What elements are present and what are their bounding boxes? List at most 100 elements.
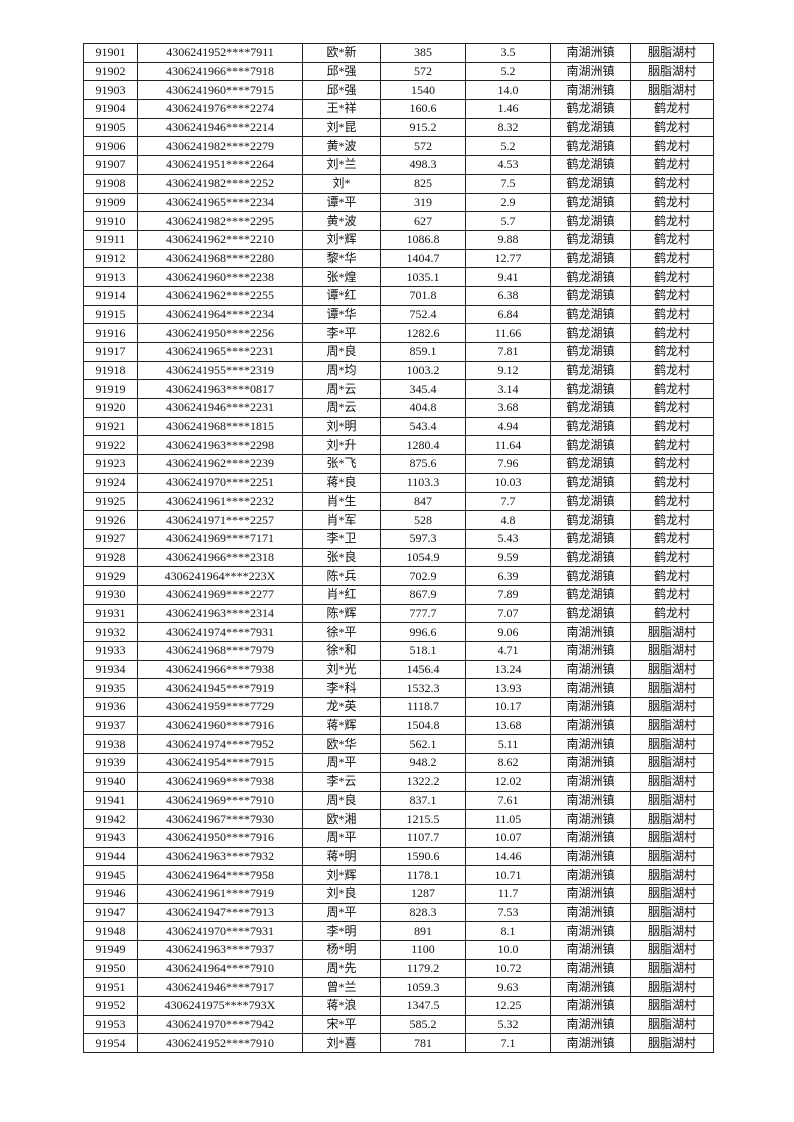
name-cell: 李*科 bbox=[302, 678, 381, 699]
serial-cell: 91933 bbox=[83, 641, 138, 661]
village-cell: 鹤龙村 bbox=[630, 285, 714, 306]
village-cell: 胭脂湖村 bbox=[630, 1014, 714, 1035]
serial-cell: 91954 bbox=[83, 1033, 138, 1054]
name-cell: 李*明 bbox=[302, 921, 381, 941]
serial-cell: 91928 bbox=[83, 547, 138, 568]
value-cell: 5.2 bbox=[465, 61, 551, 82]
id-number-cell: 4306241982****2252 bbox=[137, 173, 303, 194]
town-cell: 南湖洲镇 bbox=[550, 697, 631, 717]
id-number-cell: 4306241969****7171 bbox=[137, 528, 303, 549]
town-cell: 鹤龙湖镇 bbox=[550, 285, 631, 306]
name-cell: 刘*光 bbox=[302, 659, 381, 680]
serial-cell: 91935 bbox=[83, 678, 138, 699]
amount-cell: 1118.7 bbox=[380, 697, 466, 717]
village-cell: 胭脂湖村 bbox=[630, 977, 714, 998]
table-row: 91930 4306241969****2277 肖*红 867.9 7.89 鹤龙湖镇鹤… bbox=[83, 584, 714, 605]
serial-cell: 91950 bbox=[83, 958, 138, 979]
village-cell: 鹤龙村 bbox=[630, 267, 714, 287]
name-cell: 刘*辉 bbox=[302, 229, 381, 250]
serial-cell: 91920 bbox=[83, 398, 138, 418]
name-cell: 龙*英 bbox=[302, 697, 381, 717]
table-row: 91938 4306241974****7952 欧*华 562.1 5.11 南湖洲镇胭… bbox=[83, 734, 714, 755]
table-row: 91953 4306241970****7942 宋*平 585.2 5.32 南湖洲镇胭… bbox=[83, 1014, 714, 1035]
village-cell: 胭脂湖村 bbox=[630, 827, 714, 848]
amount-cell: 1590.6 bbox=[380, 846, 466, 867]
town-cell: 鹤龙湖镇 bbox=[550, 342, 631, 362]
id-number-cell: 4306241963****7937 bbox=[137, 940, 303, 960]
serial-cell: 91931 bbox=[83, 603, 138, 624]
town-cell: 南湖洲镇 bbox=[550, 734, 631, 755]
amount-cell: 345.4 bbox=[380, 379, 466, 400]
town-cell: 鹤龙湖镇 bbox=[550, 528, 631, 549]
id-number-cell: 4306241968****1815 bbox=[137, 416, 303, 437]
value-cell: 12.02 bbox=[465, 771, 551, 792]
table-row: 91906 4306241982****2279 黄*波 572 5.2 鹤龙湖镇 鹤龙村 bbox=[83, 136, 714, 157]
table-row: 91932 4306241974****7931 徐*平 996.6 9.06 南湖洲镇胭… bbox=[83, 622, 714, 642]
serial-cell: 91937 bbox=[83, 715, 138, 736]
value-cell: 8.1 bbox=[465, 921, 551, 941]
serial-cell: 91921 bbox=[83, 416, 138, 437]
value-cell: 13.93 bbox=[465, 678, 551, 699]
value-cell: 7.81 bbox=[465, 342, 551, 362]
table-row: 91924 4306241970****2251 蒋*良 1103.3 10.03 鹤龙湖… bbox=[83, 472, 714, 493]
town-cell: 南湖洲镇 bbox=[550, 1014, 631, 1035]
value-cell: 9.41 bbox=[465, 267, 551, 287]
id-number-cell: 4306241961****2232 bbox=[137, 491, 303, 512]
name-cell: 周*先 bbox=[302, 958, 381, 979]
table-row: 91941 4306241969****7910 周*良 837.1 7.61 南湖洲镇胭… bbox=[83, 790, 714, 811]
name-cell: 刘*升 bbox=[302, 435, 381, 456]
amount-cell: 1540 bbox=[380, 80, 466, 101]
serial-cell: 91934 bbox=[83, 659, 138, 680]
id-number-cell: 4306241963****2314 bbox=[137, 603, 303, 624]
town-cell: 南湖洲镇 bbox=[550, 865, 631, 885]
serial-cell: 91924 bbox=[83, 472, 138, 493]
village-cell: 鹤龙村 bbox=[630, 211, 714, 231]
amount-cell: 1003.2 bbox=[380, 360, 466, 381]
serial-cell: 91938 bbox=[83, 734, 138, 755]
id-number-cell: 4306241952****7910 bbox=[137, 1033, 303, 1054]
table-row: 91931 4306241963****2314 陈*辉 777.7 7.07 鹤龙湖镇鹤… bbox=[83, 603, 714, 624]
id-number-cell: 4306241969****7938 bbox=[137, 771, 303, 792]
town-cell: 鹤龙湖镇 bbox=[550, 155, 631, 175]
village-cell: 胭脂湖村 bbox=[630, 697, 714, 717]
serial-cell: 91906 bbox=[83, 136, 138, 157]
name-cell: 欧*华 bbox=[302, 734, 381, 755]
amount-cell: 160.6 bbox=[380, 99, 466, 119]
serial-cell: 91922 bbox=[83, 435, 138, 456]
serial-cell: 91912 bbox=[83, 248, 138, 269]
table-row: 91948 4306241970****7931 李*明 891 8.1 南湖洲镇 胭脂湖村 bbox=[83, 921, 714, 941]
town-cell: 鹤龙湖镇 bbox=[550, 99, 631, 119]
name-cell: 周*良 bbox=[302, 790, 381, 811]
town-cell: 南湖洲镇 bbox=[550, 641, 631, 661]
table-row: 91918 4306241955****2319 周*均 1003.2 9.12 鹤龙湖镇… bbox=[83, 360, 714, 381]
name-cell: 张*煌 bbox=[302, 267, 381, 287]
table-row: 91909 4306241965****2234 谭*平 319 2.9 鹤龙湖镇 鹤龙村 bbox=[83, 192, 714, 213]
town-cell: 南湖洲镇 bbox=[550, 1033, 631, 1054]
name-cell: 周*云 bbox=[302, 379, 381, 400]
value-cell: 11.66 bbox=[465, 323, 551, 343]
amount-cell: 702.9 bbox=[380, 566, 466, 586]
name-cell: 肖*军 bbox=[302, 510, 381, 530]
village-cell: 鹤龙村 bbox=[630, 472, 714, 493]
town-cell: 鹤龙湖镇 bbox=[550, 173, 631, 194]
table-row: 91927 4306241969****7171 李*卫 597.3 5.43 鹤龙湖镇鹤… bbox=[83, 528, 714, 549]
id-number-cell: 4306241946****2214 bbox=[137, 117, 303, 138]
serial-cell: 91945 bbox=[83, 865, 138, 885]
village-cell: 鹤龙村 bbox=[630, 454, 714, 474]
village-cell: 胭脂湖村 bbox=[630, 940, 714, 960]
serial-cell: 91940 bbox=[83, 771, 138, 792]
serial-cell: 91951 bbox=[83, 977, 138, 998]
name-cell: 黄*波 bbox=[302, 136, 381, 157]
amount-cell: 1322.2 bbox=[380, 771, 466, 792]
value-cell: 4.8 bbox=[465, 510, 551, 530]
amount-cell: 825 bbox=[380, 173, 466, 194]
village-cell: 胭脂湖村 bbox=[630, 1033, 714, 1054]
village-cell: 鹤龙村 bbox=[630, 136, 714, 157]
id-number-cell: 4306241969****7910 bbox=[137, 790, 303, 811]
id-number-cell: 4306241965****2231 bbox=[137, 342, 303, 362]
id-number-cell: 4306241970****7931 bbox=[137, 921, 303, 941]
table-row: 91902 4306241966****7918 邱*强 572 5.2 南湖洲镇 胭脂湖村 bbox=[83, 61, 714, 82]
amount-cell: 597.3 bbox=[380, 528, 466, 549]
value-cell: 9.06 bbox=[465, 622, 551, 642]
data-table: 91901 4306241952****7911 欧*新 385 3.5 南湖洲镇 胭脂湖村… bbox=[83, 43, 714, 1054]
